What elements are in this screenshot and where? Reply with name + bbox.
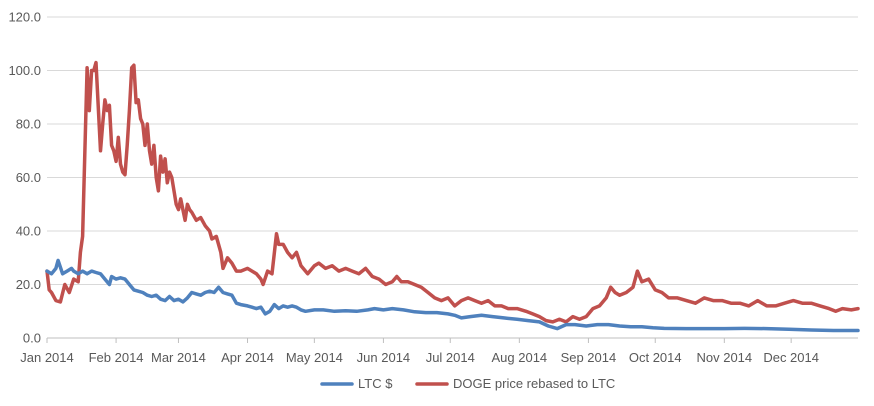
x-tick-label: Apr 2014 [221, 350, 274, 365]
y-tick-label: 120.0 [8, 10, 41, 25]
y-tick-label: 60.0 [16, 170, 41, 185]
x-tick-label: Oct 2014 [629, 350, 682, 365]
x-axis-ticks: Jan 2014 Feb 2014 Mar 2014 Apr 2014 May 2014… [20, 338, 819, 365]
legend-label: LTC $ [358, 376, 393, 391]
x-tick-label: Feb 2014 [89, 350, 144, 365]
legend-label: DOGE price rebased to LTC [453, 376, 615, 391]
series-line-1 [45, 60, 860, 324]
x-tick-label: Jun 2014 [357, 350, 411, 365]
x-tick-label: Dec 2014 [763, 350, 819, 365]
y-tick-label: 0.0 [23, 331, 41, 346]
gridlines [47, 16, 858, 339]
x-tick-label: May 2014 [286, 350, 343, 365]
series-line-0 [45, 258, 860, 333]
series-lines [45, 60, 860, 333]
x-tick-label: Sep 2014 [561, 350, 617, 365]
x-tick-label: Jan 2014 [20, 350, 74, 365]
legend: LTC $ DOGE price rebased to LTC [320, 376, 615, 391]
y-tick-label: 100.0 [8, 63, 41, 78]
x-tick-label: Nov 2014 [696, 350, 752, 365]
y-tick-label: 80.0 [16, 117, 41, 132]
y-axis-ticks: 0.0 20.0 40.0 60.0 80.0 100.0 120.0 [8, 10, 41, 346]
x-tick-label: Jul 2014 [426, 350, 475, 365]
y-tick-label: 40.0 [16, 224, 41, 239]
x-tick-label: Aug 2014 [492, 350, 548, 365]
y-tick-label: 20.0 [16, 277, 41, 292]
x-tick-label: Mar 2014 [151, 350, 206, 365]
